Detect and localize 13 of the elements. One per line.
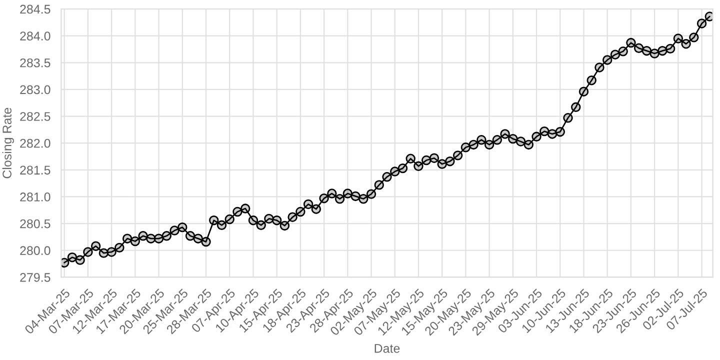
y-tick-label: 284.5 [20, 4, 50, 14]
y-tick-label: 281.0 [20, 192, 50, 202]
y-axis-title: Closing Rate [2, 108, 14, 178]
y-tick-label: 283.0 [20, 85, 50, 94]
y-tick-label: 281.5 [20, 166, 50, 175]
y-tick-label: 284.0 [20, 32, 50, 40]
y-tick-label: 282.0 [20, 138, 50, 148]
y-tick-label: 279.5 [20, 273, 50, 282]
y-tick-label: 280.0 [20, 246, 50, 256]
x-axis-title: Date [374, 344, 400, 353]
y-tick-label: 282.5 [20, 112, 50, 121]
y-tick-label: 280.5 [20, 219, 50, 228]
y-tick-label: 283.5 [20, 58, 50, 68]
